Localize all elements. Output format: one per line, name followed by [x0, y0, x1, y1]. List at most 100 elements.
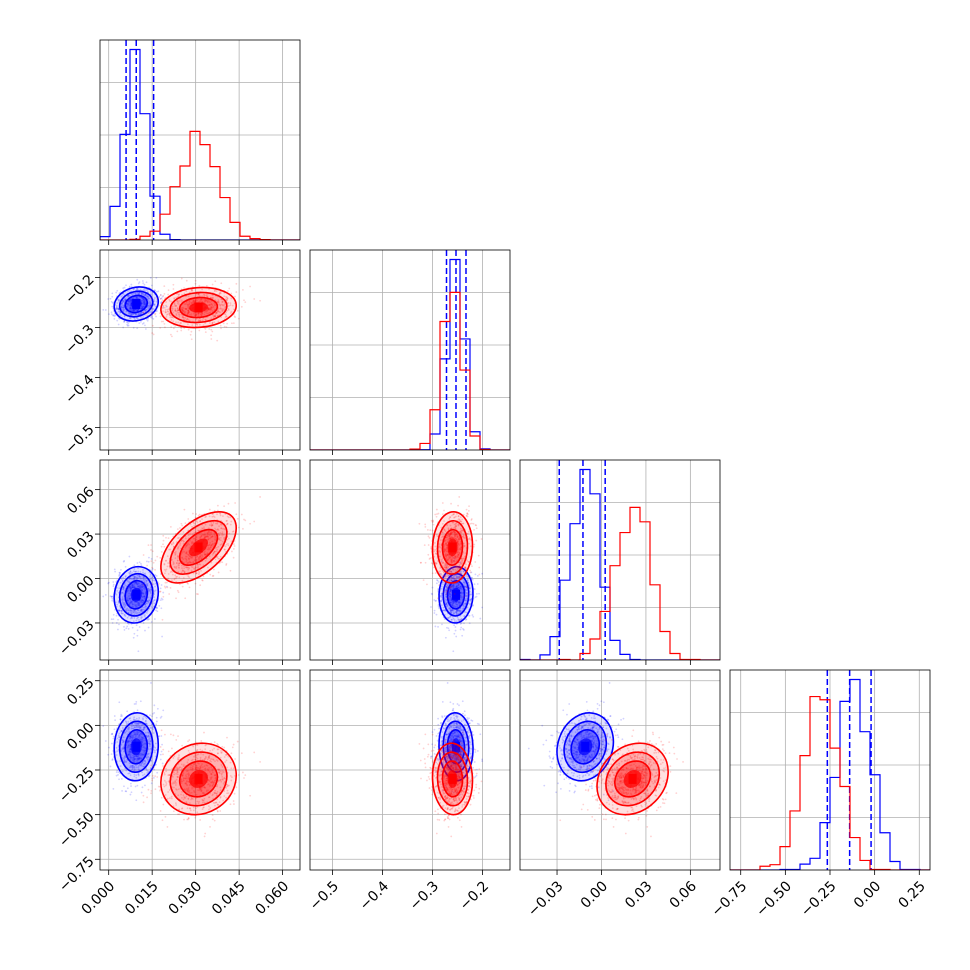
sample-point — [177, 571, 180, 573]
sample-point — [454, 558, 456, 560]
sample-point — [117, 618, 119, 621]
sample-point — [154, 305, 157, 308]
sample-point — [462, 581, 465, 583]
sample-point — [171, 573, 174, 576]
sample-point — [220, 527, 223, 530]
sample-point — [229, 569, 232, 572]
sample-point — [172, 541, 175, 544]
sample-point — [214, 303, 216, 306]
sample-point — [131, 584, 134, 586]
sample-point — [127, 322, 130, 325]
sample-point — [452, 601, 454, 603]
sample-point — [134, 570, 137, 573]
sample-point — [187, 534, 190, 537]
sample-point — [195, 313, 198, 316]
sample-point — [220, 282, 223, 285]
sample-point — [132, 308, 135, 311]
sample-point — [122, 306, 125, 309]
sample-point — [215, 290, 218, 292]
sample-point — [117, 298, 119, 301]
sample-point — [223, 308, 226, 311]
sample-point — [457, 584, 459, 587]
sample-point — [145, 308, 148, 311]
sample-point — [124, 575, 127, 578]
sample-point — [223, 537, 226, 540]
sample-point — [189, 561, 192, 564]
sample-point — [149, 304, 152, 307]
sample-point — [435, 508, 438, 511]
sample-point — [171, 579, 173, 582]
sample-point — [184, 537, 187, 540]
sample-point — [128, 603, 131, 606]
sample-point — [476, 574, 479, 577]
sample-point — [144, 328, 147, 330]
sample-point — [195, 572, 198, 574]
sample-point — [457, 618, 460, 621]
sample-point — [173, 578, 176, 581]
sample-point — [201, 312, 203, 315]
sample-point — [178, 315, 181, 318]
sample-point — [418, 522, 421, 525]
sample-point — [112, 314, 115, 317]
sample-point — [141, 307, 143, 310]
sample-point — [465, 592, 468, 594]
sample-point — [142, 297, 145, 300]
sample-point — [456, 616, 459, 619]
sample-point — [139, 587, 142, 590]
sample-point — [138, 291, 141, 294]
sample-point — [216, 528, 219, 531]
sample-point — [121, 299, 124, 302]
sample-point — [141, 306, 144, 309]
sample-point — [128, 571, 130, 574]
sample-point — [219, 307, 222, 309]
sample-point — [481, 572, 484, 575]
sample-point — [194, 566, 197, 569]
sample-point — [211, 540, 214, 543]
sample-point — [216, 509, 219, 512]
sample-point — [232, 548, 235, 550]
sample-point — [454, 535, 457, 537]
sample-point — [177, 546, 179, 549]
sample-point — [471, 578, 474, 581]
sample-point — [211, 304, 214, 307]
sample-point — [194, 540, 197, 543]
sample-point — [462, 604, 464, 607]
sample-point — [187, 311, 190, 314]
sample-point — [172, 311, 175, 314]
sample-point — [165, 311, 167, 314]
sample-point — [449, 586, 452, 589]
sample-point — [189, 301, 192, 304]
sample-point — [451, 604, 454, 607]
sample-point — [449, 588, 452, 591]
sample-point — [201, 300, 203, 303]
sample-point — [450, 611, 453, 614]
sample-point — [137, 609, 140, 612]
sample-point — [442, 609, 445, 612]
grid — [100, 250, 300, 450]
sample-point — [148, 302, 150, 305]
sample-point — [144, 629, 146, 632]
sample-point — [123, 304, 125, 307]
sample-point — [177, 309, 179, 312]
sample-point — [431, 521, 434, 524]
sample-point — [459, 609, 461, 612]
sample-point — [469, 603, 471, 606]
sample-point — [468, 586, 471, 589]
sample-point — [144, 588, 147, 591]
sample-point — [433, 599, 436, 601]
sample-point — [123, 614, 126, 616]
sample-point — [120, 610, 123, 613]
sample-point — [172, 563, 175, 566]
sample-point — [209, 307, 212, 310]
sample-point — [207, 308, 210, 310]
sample-point — [214, 538, 216, 541]
sample-point — [204, 516, 207, 519]
sample-point — [200, 569, 202, 572]
sample-point — [128, 301, 131, 304]
sample-point — [454, 611, 457, 613]
sample-point — [223, 536, 226, 539]
sample-point — [452, 576, 455, 578]
sample-point — [231, 304, 234, 307]
sample-point — [138, 322, 141, 325]
sample-point — [187, 295, 190, 298]
